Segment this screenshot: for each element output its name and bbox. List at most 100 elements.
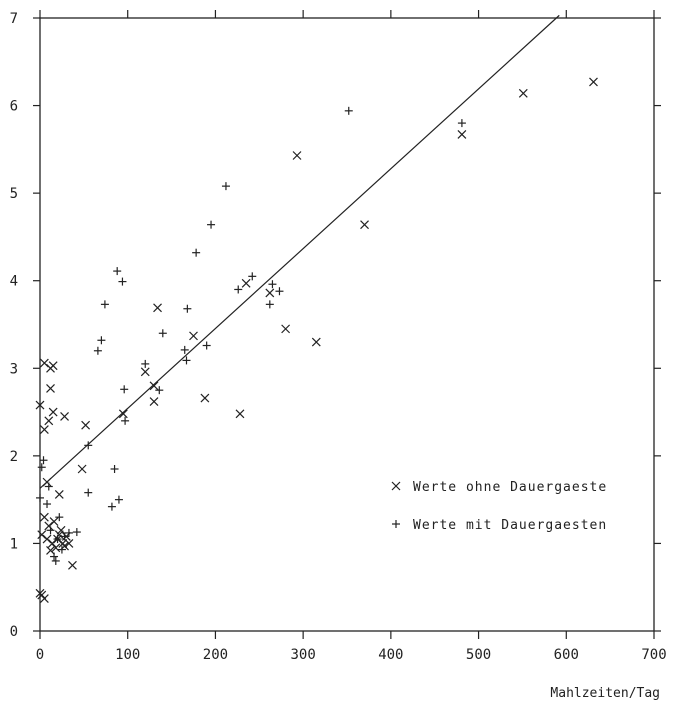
regression-line bbox=[40, 15, 559, 488]
point-mit-dauergaesten bbox=[234, 285, 242, 293]
point-mit-dauergaesten bbox=[275, 287, 283, 295]
point-mit-dauergaesten bbox=[266, 300, 274, 308]
x-tick-label: 600 bbox=[554, 647, 579, 663]
point-ohne-dauergaeste bbox=[45, 522, 53, 530]
point-mit-dauergaesten bbox=[458, 119, 466, 127]
point-ohne-dauergaeste bbox=[40, 595, 48, 603]
point-mit-dauergaesten bbox=[181, 346, 189, 354]
point-ohne-dauergaeste bbox=[312, 338, 320, 346]
point-ohne-dauergaeste bbox=[201, 394, 209, 402]
point-ohne-dauergaeste bbox=[519, 89, 527, 97]
legend-marker bbox=[392, 482, 400, 490]
y-tick-label: 3 bbox=[10, 361, 18, 377]
legend: Werte ohne Dauergaeste Werte mit Dauergae… bbox=[392, 480, 607, 533]
plot-frame bbox=[40, 18, 654, 631]
point-mit-dauergaesten bbox=[248, 272, 256, 280]
point-mit-dauergaesten bbox=[207, 221, 215, 229]
point-mit-dauergaesten bbox=[97, 336, 105, 344]
point-ohne-dauergaeste bbox=[47, 384, 55, 392]
x-tick-label: 300 bbox=[290, 647, 315, 663]
point-ohne-dauergaeste bbox=[48, 539, 56, 547]
point-mit-dauergaesten bbox=[111, 465, 119, 473]
point-ohne-dauergaeste bbox=[82, 421, 90, 429]
point-mit-dauergaesten bbox=[84, 489, 92, 497]
y-tick-label: 1 bbox=[10, 536, 18, 552]
point-ohne-dauergaeste bbox=[45, 417, 53, 425]
x-tick-label: 200 bbox=[203, 647, 228, 663]
point-ohne-dauergaeste bbox=[65, 539, 73, 547]
point-ohne-dauergaeste bbox=[119, 410, 127, 418]
point-ohne-dauergaeste bbox=[190, 332, 198, 340]
point-ohne-dauergaeste bbox=[40, 513, 48, 521]
point-mit-dauergaesten bbox=[155, 386, 163, 394]
point-mit-dauergaesten bbox=[43, 500, 51, 508]
point-ohne-dauergaeste bbox=[242, 279, 250, 287]
x-tick-label: 100 bbox=[115, 647, 140, 663]
point-ohne-dauergaeste bbox=[40, 359, 48, 367]
legend-marker bbox=[392, 520, 400, 528]
point-ohne-dauergaeste bbox=[61, 412, 69, 420]
point-ohne-dauergaeste bbox=[150, 382, 158, 390]
legend-label: Werte mit Dauergaesten bbox=[413, 518, 607, 533]
point-mit-dauergaesten bbox=[108, 503, 116, 511]
point-ohne-dauergaeste bbox=[55, 490, 63, 498]
point-mit-dauergaesten bbox=[94, 347, 102, 355]
point-ohne-dauergaeste bbox=[282, 325, 290, 333]
point-mit-dauergaesten bbox=[50, 553, 58, 561]
x-tick-label: 500 bbox=[466, 647, 491, 663]
x-tick-label: 0 bbox=[36, 647, 44, 663]
point-mit-dauergaesten bbox=[115, 496, 123, 504]
plot-border bbox=[40, 18, 654, 631]
point-mit-dauergaesten bbox=[52, 557, 60, 565]
point-ohne-dauergaeste bbox=[38, 531, 46, 539]
point-mit-dauergaesten bbox=[141, 360, 149, 368]
point-ohne-dauergaeste bbox=[50, 518, 58, 526]
point-mit-dauergaesten bbox=[38, 463, 46, 471]
point-ohne-dauergaeste bbox=[49, 408, 57, 416]
x-axis-label: Mahlzeiten/Tag bbox=[550, 686, 660, 701]
point-mit-dauergaesten bbox=[203, 342, 211, 350]
point-ohne-dauergaeste bbox=[68, 561, 76, 569]
point-mit-dauergaesten bbox=[73, 528, 81, 536]
point-ohne-dauergaeste bbox=[293, 151, 301, 159]
point-mit-dauergaesten bbox=[159, 329, 167, 337]
point-ohne-dauergaeste bbox=[78, 465, 86, 473]
point-mit-dauergaesten bbox=[345, 107, 353, 115]
point-ohne-dauergaeste bbox=[43, 478, 51, 486]
point-ohne-dauergaeste bbox=[458, 130, 466, 138]
point-mit-dauergaesten bbox=[183, 305, 191, 313]
point-ohne-dauergaeste bbox=[150, 398, 158, 406]
y-tick-label: 0 bbox=[10, 624, 18, 640]
point-mit-dauergaesten bbox=[121, 417, 129, 425]
y-tick-label: 4 bbox=[10, 274, 18, 290]
point-ohne-dauergaeste bbox=[141, 368, 149, 376]
point-ohne-dauergaeste bbox=[266, 289, 274, 297]
point-mit-dauergaesten bbox=[192, 249, 200, 257]
legend-label: Werte ohne Dauergaeste bbox=[413, 480, 607, 495]
point-mit-dauergaesten bbox=[113, 267, 121, 275]
y-tick-label: 5 bbox=[10, 186, 18, 202]
y-tick-label: 6 bbox=[10, 99, 18, 115]
point-mit-dauergaesten bbox=[36, 494, 44, 502]
point-mit-dauergaesten bbox=[61, 532, 69, 540]
point-mit-dauergaesten bbox=[268, 280, 276, 288]
x-tick-label: 400 bbox=[378, 647, 403, 663]
point-mit-dauergaesten bbox=[222, 182, 230, 190]
point-mit-dauergaesten bbox=[101, 300, 109, 308]
point-ohne-dauergaeste bbox=[236, 410, 244, 418]
point-ohne-dauergaeste bbox=[43, 535, 51, 543]
point-mit-dauergaesten bbox=[40, 456, 48, 464]
point-mit-dauergaesten bbox=[55, 513, 63, 521]
point-ohne-dauergaeste bbox=[40, 426, 48, 434]
y-tick-label: 2 bbox=[10, 449, 18, 465]
point-ohne-dauergaeste bbox=[589, 78, 597, 86]
point-ohne-dauergaeste bbox=[361, 221, 369, 229]
axis-ticks: 0 100 200 300 400 500 600 700 0 1 2 3 4 5 6 7 bbox=[10, 10, 667, 663]
point-mit-dauergaesten bbox=[120, 385, 128, 393]
fit-line bbox=[40, 15, 559, 488]
y-tick-label: 7 bbox=[10, 11, 18, 27]
point-ohne-dauergaeste bbox=[154, 304, 162, 312]
point-mit-dauergaesten bbox=[118, 278, 126, 286]
x-tick-label: 700 bbox=[641, 647, 666, 663]
